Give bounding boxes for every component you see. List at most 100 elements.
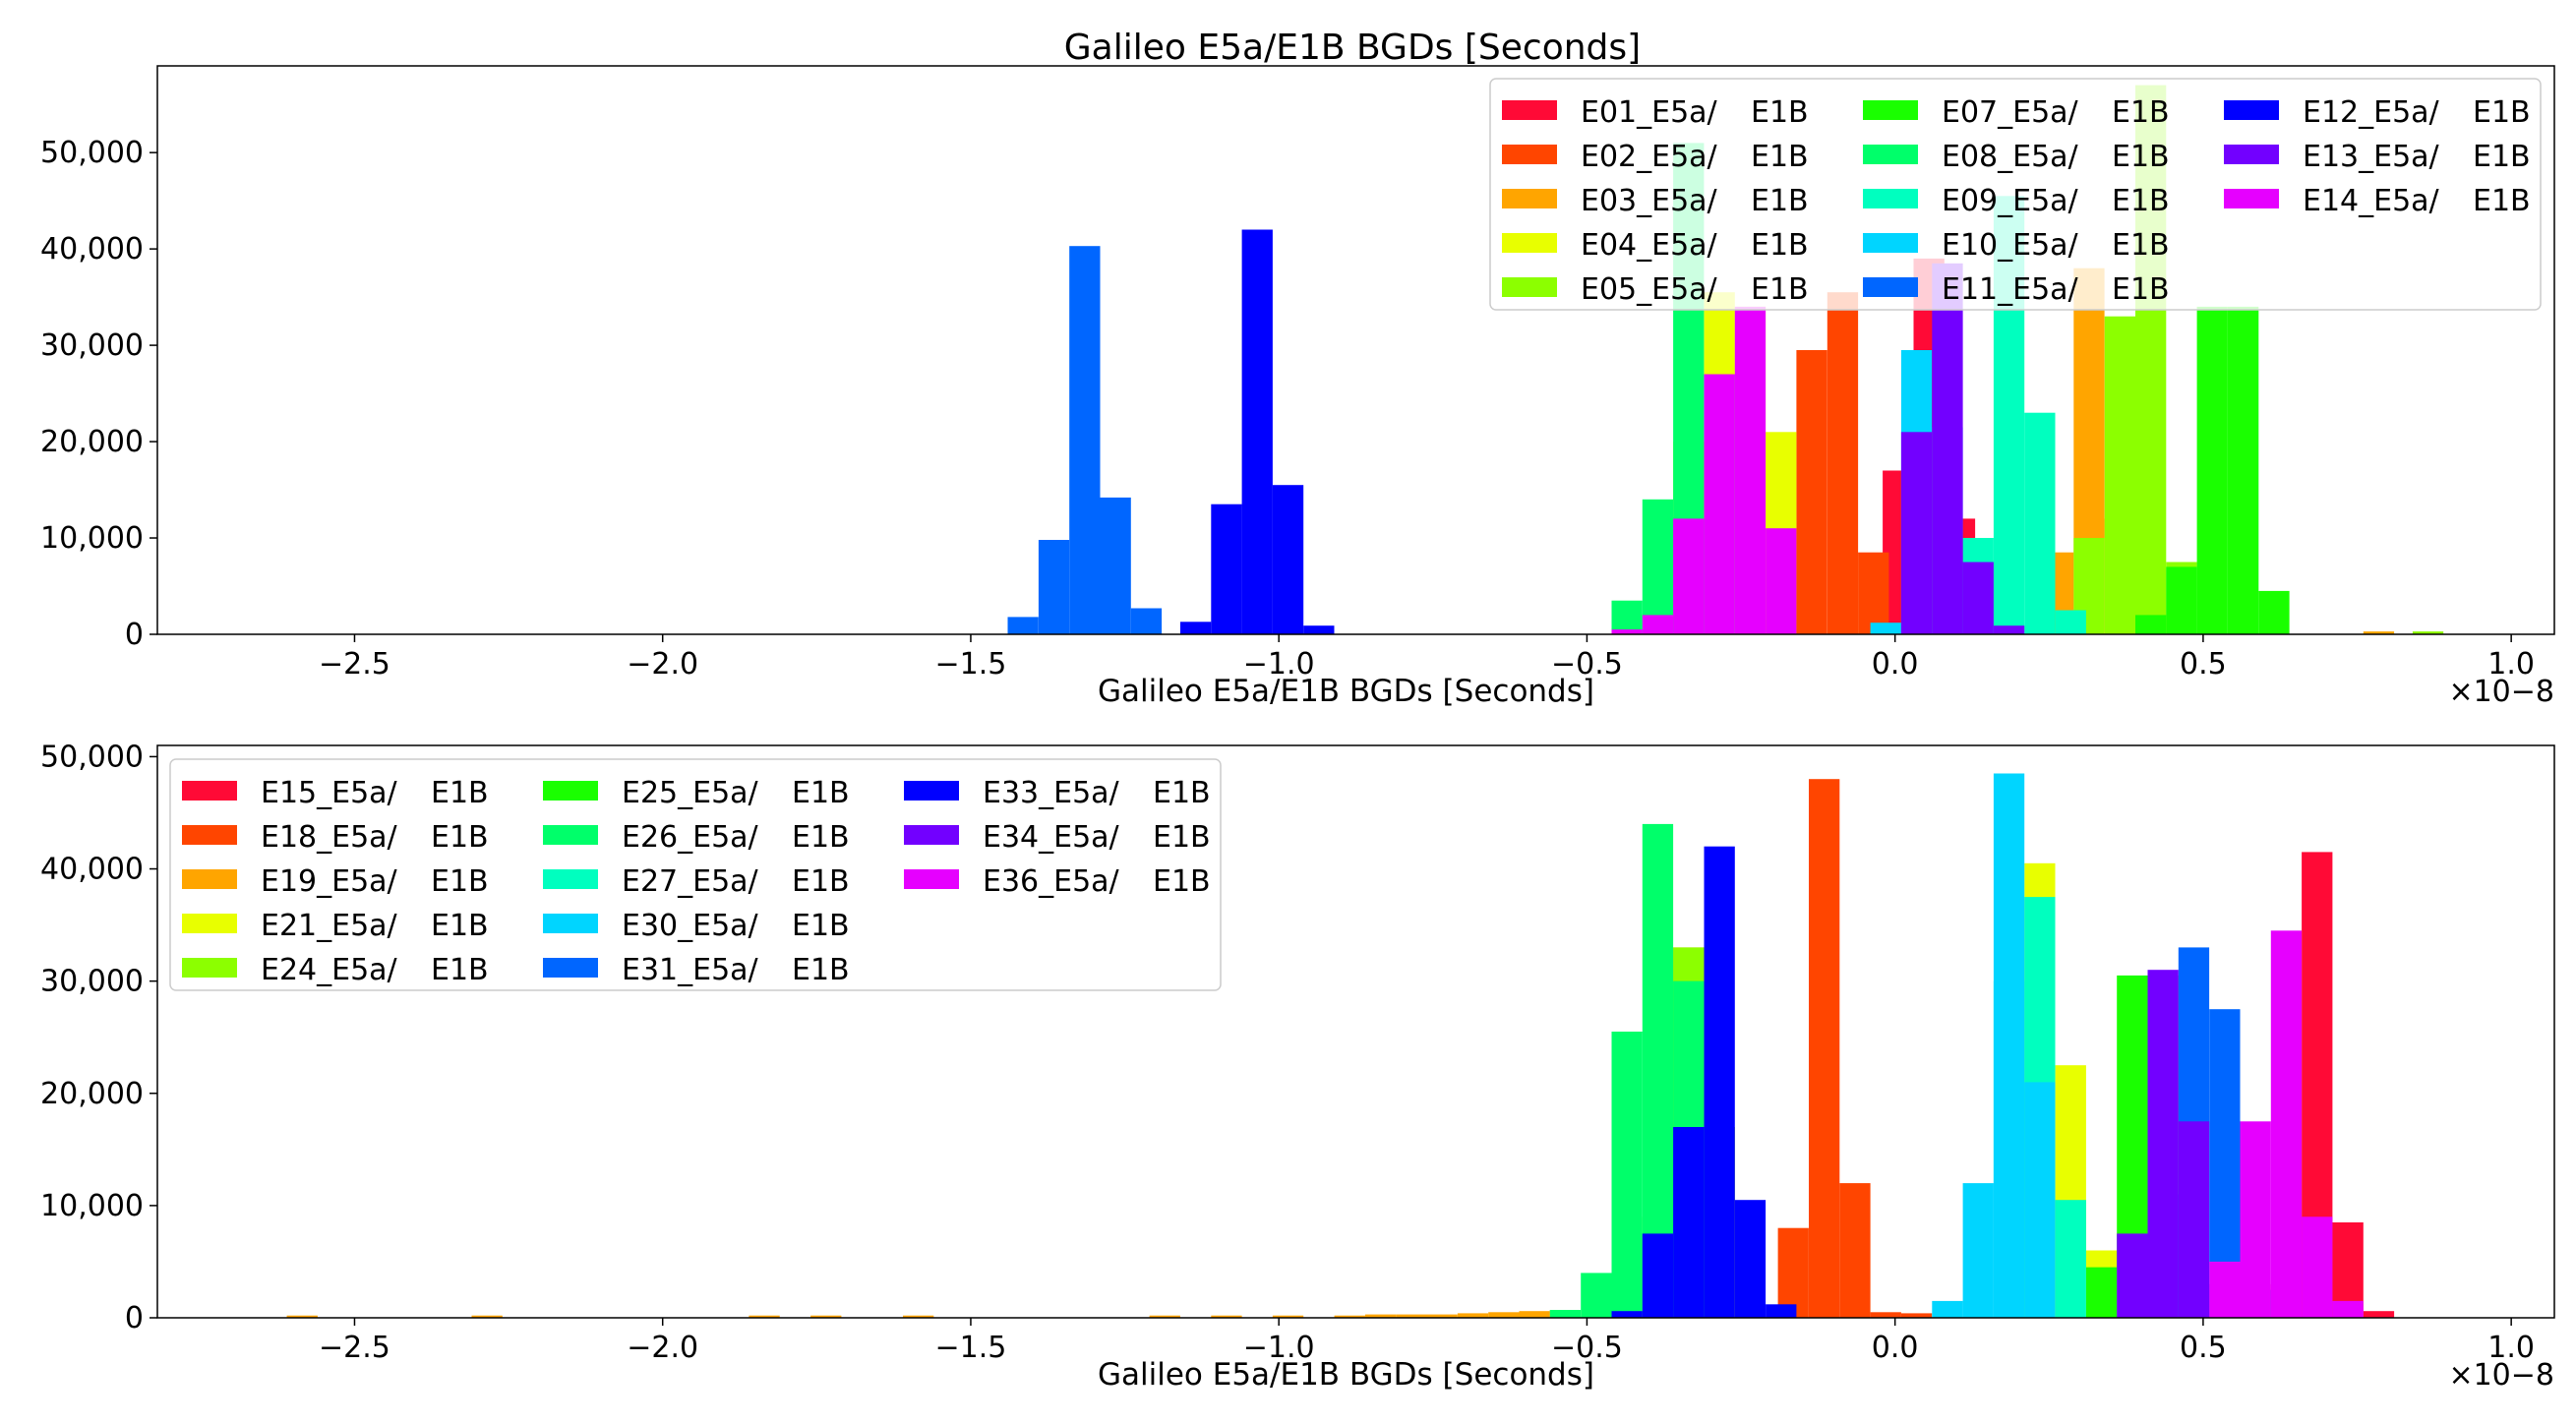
histogram-bar-e19e5a-15 [749,1315,780,1318]
histogram-bar-e19e5a-11 [1211,1315,1242,1318]
histogram-bar-e19e5a-8 [1364,1314,1397,1318]
x-tick-label: −2.5 [319,1331,390,1365]
histogram-bar-e13e5a-0 [1900,432,1933,634]
legend-entry-suffix: E1B [431,776,489,810]
histogram-bar-e02e5a-2 [1858,552,1889,634]
legend-entry-label: E02_E5a/ [1581,140,1718,174]
histogram-bar-e05e5a-4 [2412,631,2444,634]
histogram-bar-e27e5a-2 [2055,1200,2086,1318]
bars-group [286,773,2395,1318]
y-tick-label: 10,000 [40,1189,144,1223]
legend-swatch [1863,277,1918,297]
legend-swatch [1502,100,1557,120]
histogram-bar-e33e5a-5 [1766,1304,1797,1318]
histogram-bar-e19e5a-7 [1396,1314,1427,1318]
histogram-bar-e19e5a-9 [1334,1315,1365,1318]
legend-frame [1489,78,2542,311]
histogram-bar-e19e5a-3 [1519,1311,1550,1318]
histogram-bar-e30e5a-3 [2024,1082,2056,1318]
histogram-bar-e05e5a-1 [2104,316,2135,634]
histogram-bar-e36e5a-2 [2302,1216,2333,1318]
legend-swatch [1502,277,1557,297]
x-axis-label: Galileo E5a/E1B BGDs [Seconds] [1098,674,1594,709]
legend-entry-label: E07_E5a/ [1942,95,2079,130]
legend-swatch [543,781,598,801]
histogram-bar-e19e5a-5 [1457,1313,1489,1318]
legend-entry-label: E03_E5a/ [1581,184,1718,218]
legend-entry-label: E18_E5a/ [261,820,398,855]
x-tick-label: −1.0 [1243,647,1315,682]
y-tick-label: 20,000 [40,1077,144,1111]
chart-title: Galileo E5a/E1B BGDs [Seconds] [1064,28,1641,68]
legend-swatch [1863,145,1918,164]
legend-entry-label: E21_E5a/ [261,909,398,943]
legend-swatch [543,914,598,933]
x-tick-label: −1.5 [935,647,1007,682]
legend-entry-label: E15_E5a/ [261,776,398,810]
x-scale-exponent: ×10−8 [2448,675,2554,709]
x-tick-label: 0.0 [1872,647,1919,682]
histogram-bar-e19e5a-6 [1426,1314,1458,1318]
histogram-bar-e19e5a-17 [286,1315,318,1318]
legend-swatch [904,825,959,845]
legend-swatch [543,825,598,845]
histogram-bar-e34e5a-2 [2178,1121,2210,1318]
legend-entry-label: E01_E5a/ [1581,95,1718,130]
legend-entry-label: E30_E5a/ [622,909,759,943]
histogram-bar-e12e5a-4 [1303,625,1335,634]
legend-entry-suffix: E1B [2473,140,2531,174]
histogram-bar-e09e5a-3 [2055,610,2086,634]
legend-entry-label: E24_E5a/ [261,953,398,987]
histogram-bar-e19e5a-13 [903,1315,934,1318]
legend-entry-suffix: E1B [1153,864,1211,899]
y-tick-label: 50,000 [40,740,144,774]
x-tick-label: −0.5 [1551,1331,1623,1365]
histogram-bar-e36e5a-3 [2209,1261,2241,1318]
legend: E01_E5a/E1B E02_E5a/E1B E03_E5a/E1B E04_E5a… [1489,78,2542,311]
legend-swatch [1502,145,1557,164]
histogram-bar-e14e5a-4 [1766,528,1797,634]
histogram-bar-e14e5a-0 [1642,615,1674,634]
legend-entry-suffix: E1B [792,820,850,855]
histogram-bar-e14e5a-3 [1734,306,1767,634]
legend-entry-suffix: E1B [792,776,850,810]
legend-entry-label: E34_E5a/ [983,820,1120,855]
legend-entry-label: E08_E5a/ [1942,140,2079,174]
histogram-bar-e15e5a-2 [2363,1311,2395,1318]
x-tick-label: 0.5 [2180,647,2227,682]
y-tick-label: 40,000 [40,853,144,887]
y-tick-label: 0 [125,618,144,652]
y-tick-label: 50,000 [40,136,144,170]
legend-swatch [182,825,237,845]
legend-swatch [543,958,598,978]
legend-entry-suffix: E1B [1153,776,1211,810]
histogram-bar-e12e5a-2 [1241,229,1273,634]
legend-swatch [1863,100,1918,120]
legend-entry-label: E26_E5a/ [622,820,759,855]
histogram-bar-e12e5a-0 [1180,622,1212,634]
legend-entry-label: E27_E5a/ [622,864,759,899]
histogram-bar-e19e5a-14 [810,1315,842,1318]
top-histogram-panel: −2.5 −2.0 −1.5 −1.0 −0.5 0.0 0.5 1.0 0 10,000 20,0… [40,65,2555,709]
histogram-bar-e34e5a-1 [2147,970,2179,1318]
histogram-bar-e30e5a-2 [1993,773,2025,1318]
histogram-bar-e30e5a-1 [1962,1183,1994,1318]
bottom-histogram-panel: −2.5 −2.0 −1.5 −1.0 −0.5 0.0 0.5 1.0 0 10,000 20,0… [40,740,2555,1393]
y-tick-label: 10,000 [40,521,144,556]
x-tick-label: −2.0 [627,1331,698,1365]
legend-entry-label: E12_E5a/ [2303,95,2440,130]
histogram-bar-e12e5a-3 [1272,485,1304,634]
legend-entry-suffix: E1B [2112,272,2170,307]
y-tick-label: 30,000 [40,328,144,363]
x-tick-label: 0.0 [1872,1331,1919,1365]
legend-entry-suffix: E1B [431,909,489,943]
histogram-bar-e30e5a-0 [1932,1300,1963,1318]
histogram-bar-e14e5a-1 [1673,518,1705,634]
legend-entry-label: E05_E5a/ [1581,272,1718,307]
legend-entry-suffix: E1B [2473,184,2531,218]
legend-entry-label: E04_E5a/ [1581,228,1718,263]
legend-entry-label: E36_E5a/ [983,864,1120,899]
x-tick-label: −1.5 [935,1331,1007,1365]
legend-swatch [2224,145,2279,164]
histogram-bar-e19e5a-16 [471,1315,503,1318]
